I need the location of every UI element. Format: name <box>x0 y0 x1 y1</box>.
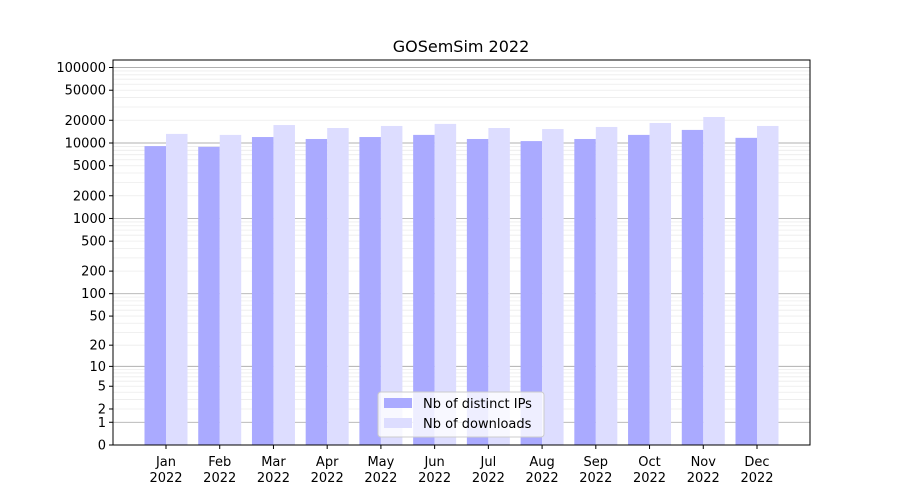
bar-distinct-ips <box>466 138 489 445</box>
x-tick-label: Feb 2022 <box>203 455 236 486</box>
bar-distinct-ips <box>251 137 274 445</box>
legend-label: Nb of downloads <box>423 417 532 432</box>
x-tick-label: Apr 2022 <box>311 455 344 486</box>
x-tick-label: Dec 2022 <box>740 455 773 486</box>
bar-downloads <box>649 123 672 446</box>
bar-distinct-ips <box>359 137 381 445</box>
y-tick-label: 100 <box>81 287 106 302</box>
y-tick-label: 2000 <box>73 189 106 204</box>
bar-downloads <box>273 125 295 445</box>
legend: Nb of distinct IPs Nb of downloads <box>377 391 545 438</box>
bar-distinct-ips <box>520 141 543 446</box>
y-tick-label: 100000 <box>56 61 106 76</box>
y-tick-label: 20000 <box>65 114 106 129</box>
bar-downloads <box>488 127 510 445</box>
x-tick-label: Aug 2022 <box>526 455 559 486</box>
bar-downloads <box>595 126 618 446</box>
x-tick-label: Mar 2022 <box>257 455 290 486</box>
bar-downloads <box>542 129 564 445</box>
x-tick-label: Jan 2022 <box>149 455 182 486</box>
y-tick-label: 50000 <box>65 84 106 99</box>
legend-swatch <box>384 418 412 428</box>
legend-box <box>377 391 545 438</box>
y-tick-label: 5000 <box>73 159 106 174</box>
bar-downloads <box>703 116 725 446</box>
y-axis: 0 12 5 10 20 50 100 200 500 1000 2000 5000 10000 2000… <box>56 61 113 454</box>
legend-swatch <box>384 398 412 408</box>
bar-downloads <box>166 133 188 446</box>
bar-downloads <box>434 123 457 445</box>
y-tick-label: 200 <box>81 265 106 280</box>
y-tick-label: 5 <box>98 380 106 395</box>
plot-frame <box>112 59 811 446</box>
bar-distinct-ips <box>735 137 757 445</box>
bar-distinct-ips <box>413 134 435 446</box>
y-tick-label: 2 <box>98 402 106 417</box>
x-tick-label: Sep 2022 <box>579 455 612 486</box>
bar-downloads <box>757 125 779 446</box>
y-tick-label: 10 <box>89 360 106 375</box>
bar-distinct-ips <box>628 134 650 446</box>
bar-distinct-ips <box>198 146 220 445</box>
legend-label: Nb of distinct IPs <box>423 397 532 412</box>
x-tick-label: Jul 2022 <box>472 455 505 486</box>
y-tick-label: 10000 <box>65 136 106 151</box>
x-axis: Jan 2022 Feb 2022 Mar 2022 Apr 2022 May 2022 Jun 20… <box>149 445 774 486</box>
chart-title: GOSemSim 2022 <box>393 37 530 56</box>
bars <box>144 116 779 446</box>
bar-distinct-ips <box>305 138 328 445</box>
x-tick-label: May 2022 <box>364 455 397 486</box>
y-tick-label: 50 <box>89 310 106 325</box>
bar-distinct-ips <box>574 138 596 445</box>
y-tick-label: 1 <box>98 416 106 431</box>
y-tick-label: 1000 <box>73 212 106 227</box>
bar-downloads <box>327 127 349 445</box>
x-tick-label: Jun 2022 <box>418 455 451 486</box>
x-tick-label: Oct 2022 <box>633 455 666 486</box>
y-tick-label: 500 <box>81 235 106 250</box>
x-tick-label: Nov 2022 <box>687 455 720 486</box>
bar-downloads <box>219 134 242 446</box>
y-tick-label: 0 <box>98 439 106 454</box>
y-tick-label: 20 <box>89 339 106 354</box>
bar-distinct-ips <box>144 146 166 445</box>
bar-downloads <box>380 125 403 446</box>
bar-distinct-ips <box>681 129 704 445</box>
